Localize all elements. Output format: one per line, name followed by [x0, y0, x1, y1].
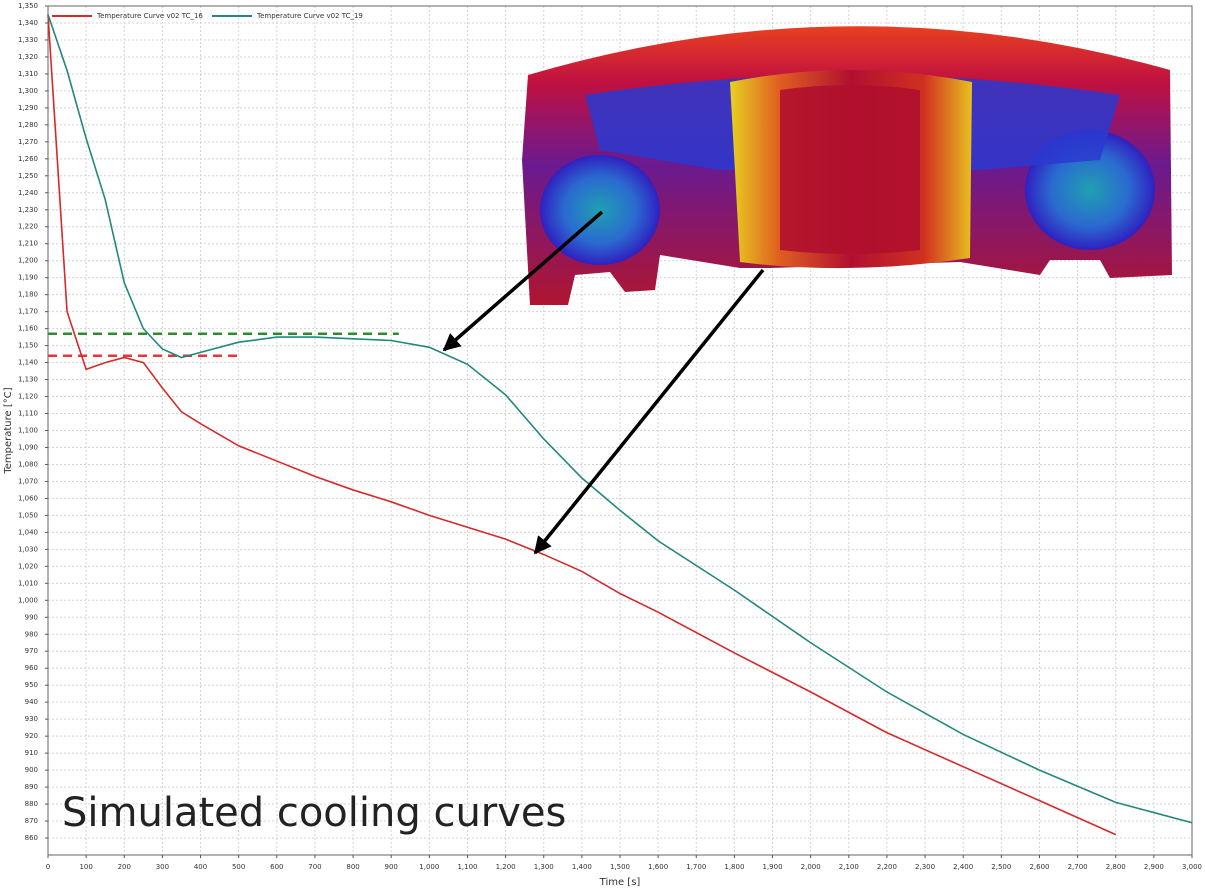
y-tick-label: 1,150	[18, 342, 38, 350]
legend-label: Temperature Curve v02 TC_16	[96, 12, 203, 20]
arrow	[533, 268, 765, 555]
y-tick-label: 870	[25, 817, 38, 825]
y-tick-label: 1,040	[18, 528, 38, 536]
x-tick-label: 400	[194, 863, 207, 871]
y-tick-label: 1,060	[18, 494, 38, 502]
plot-frame	[47, 5, 1193, 856]
y-tick-label: 980	[25, 630, 38, 638]
series-line	[47, 14, 1117, 836]
y-tick-label: 1,120	[18, 393, 38, 401]
y-tick-label: 960	[25, 664, 38, 672]
x-tick-label: 200	[118, 863, 131, 871]
x-tick-label: 1,300	[534, 863, 554, 871]
y-tick-label: 1,340	[18, 19, 38, 27]
y-tick-label: 920	[25, 732, 38, 740]
y-tick-label: 990	[25, 613, 38, 621]
x-tick-label: 1,700	[686, 863, 706, 871]
x-tick-label: 300	[156, 863, 169, 871]
arrow	[442, 210, 604, 352]
y-tick-label: 1,000	[18, 596, 38, 604]
x-tick-label: 2,800	[1106, 863, 1126, 871]
x-tick-label: 2,300	[915, 863, 935, 871]
y-tick-label: 940	[25, 698, 38, 706]
x-tick-label: 1,900	[763, 863, 783, 871]
x-tick-label: 2,400	[953, 863, 973, 871]
y-tick-label: 1,300	[18, 87, 38, 95]
x-tick-label: 600	[270, 863, 283, 871]
arrows	[442, 210, 765, 555]
y-tick-label: 1,290	[18, 104, 38, 112]
y-tick-label: 1,310	[18, 70, 38, 78]
y-tick-label: 1,250	[18, 172, 38, 180]
y-tick-label: 890	[25, 783, 38, 791]
y-tick-label: 1,130	[18, 376, 38, 384]
y-tick-label: 930	[25, 715, 38, 723]
model-render	[522, 26, 1172, 305]
x-tick-label: 2,000	[801, 863, 821, 871]
x-axis-label: Time [s]	[599, 877, 641, 888]
series-line	[47, 14, 1193, 824]
y-tick-label: 1,030	[18, 545, 38, 553]
x-tick-label: 1,400	[572, 863, 592, 871]
y-tick-label: 1,020	[18, 562, 38, 570]
x-tick-label: 3,000	[1182, 863, 1202, 871]
y-tick-label: 1,160	[18, 325, 38, 333]
y-tick-label: 1,140	[18, 359, 38, 367]
y-tick-label: 1,180	[18, 291, 38, 299]
x-tick-label: 2,500	[991, 863, 1011, 871]
annotation: Simulated cooling curves	[62, 790, 566, 836]
y-tick-label: 1,210	[18, 240, 38, 248]
y-axis-label: Temperature [°C]	[3, 387, 14, 474]
y-tick-label: 950	[25, 681, 38, 689]
y-tick-label: 1,260	[18, 155, 38, 163]
x-tick-label: 900	[385, 863, 398, 871]
y-tick-label: 1,220	[18, 223, 38, 231]
legend-label: Temperature Curve v02 TC_19	[256, 12, 363, 20]
x-tick-label: 1,100	[457, 863, 477, 871]
y-tick-label: 970	[25, 647, 38, 655]
y-tick-label: 1,100	[18, 427, 38, 435]
x-tick-label: 1,500	[610, 863, 630, 871]
x-tick-label: 1,000	[419, 863, 439, 871]
y-tick-label: 1,110	[18, 410, 38, 418]
y-tick-label: 1,010	[18, 579, 38, 587]
y-tick-label: 1,190	[18, 274, 38, 282]
y-tick-label: 1,230	[18, 206, 38, 214]
x-tick-label: 2,900	[1144, 863, 1164, 871]
y-tick-label: 1,200	[18, 257, 38, 265]
x-tick-label: 1,200	[496, 863, 516, 871]
y-tick-label: 1,330	[18, 36, 38, 44]
y-tick-label: 880	[25, 800, 38, 808]
y-tick-label: 1,080	[18, 460, 38, 468]
y-tick-label: 1,240	[18, 189, 38, 197]
x-tick-label: 2,600	[1029, 863, 1049, 871]
x-tick-label: 1,800	[724, 863, 744, 871]
y-tick-label: 1,270	[18, 138, 38, 146]
y-tick-label: 1,350	[18, 2, 38, 10]
y-tick-label: 1,170	[18, 308, 38, 316]
x-tick-label: 2,200	[877, 863, 897, 871]
y-tick-label: 1,280	[18, 121, 38, 129]
x-tick-label: 1,600	[648, 863, 668, 871]
y-tick-label: 1,320	[18, 53, 38, 61]
y-tick-label: 910	[25, 749, 38, 757]
x-tick-label: 2,700	[1068, 863, 1088, 871]
x-tick-label: 2,100	[839, 863, 859, 871]
y-tick-label: 1,090	[18, 443, 38, 451]
y-tick-label: 1,050	[18, 511, 38, 519]
x-tick-label: 0	[46, 863, 50, 871]
x-tick-label: 100	[79, 863, 92, 871]
x-tick-label: 800	[346, 863, 359, 871]
y-tick-label: 1,070	[18, 477, 38, 485]
y-tick-label: 900	[25, 766, 38, 774]
x-tick-label: 700	[308, 863, 321, 871]
x-tick-label: 500	[232, 863, 245, 871]
y-tick-label: 860	[25, 834, 38, 842]
